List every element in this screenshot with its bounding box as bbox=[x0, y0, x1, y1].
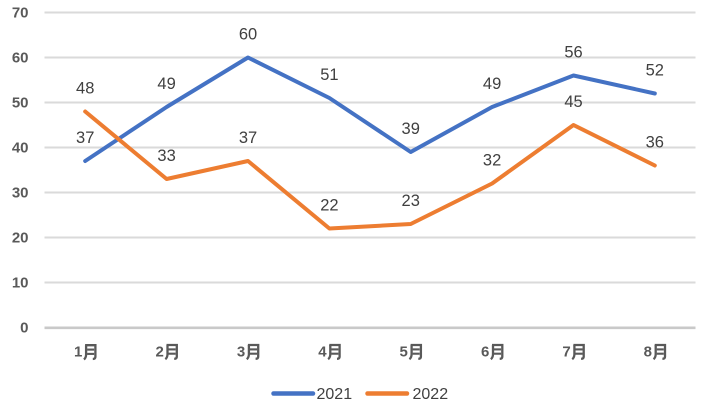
svg-text:33: 33 bbox=[157, 147, 175, 165]
svg-text:5: 5 bbox=[400, 344, 408, 361]
svg-text:56: 56 bbox=[564, 44, 582, 62]
svg-text:2021: 2021 bbox=[317, 386, 353, 403]
svg-text:1: 1 bbox=[74, 344, 82, 361]
svg-text:4: 4 bbox=[318, 344, 327, 361]
svg-text:49: 49 bbox=[157, 75, 175, 93]
svg-text:23: 23 bbox=[402, 192, 420, 210]
svg-text:40: 40 bbox=[12, 140, 29, 157]
svg-text:32: 32 bbox=[483, 152, 501, 170]
svg-text:22: 22 bbox=[320, 197, 338, 215]
svg-text:10: 10 bbox=[12, 275, 29, 292]
svg-text:30: 30 bbox=[12, 185, 29, 202]
svg-text:60: 60 bbox=[12, 50, 29, 67]
svg-text:8: 8 bbox=[644, 344, 652, 361]
svg-text:7: 7 bbox=[562, 344, 570, 361]
svg-text:52: 52 bbox=[646, 62, 664, 80]
svg-text:2022: 2022 bbox=[413, 386, 449, 403]
svg-text:36: 36 bbox=[646, 134, 664, 152]
svg-text:3: 3 bbox=[237, 344, 245, 361]
svg-text:2: 2 bbox=[155, 344, 163, 361]
svg-text:6: 6 bbox=[481, 344, 489, 361]
svg-text:49: 49 bbox=[483, 75, 501, 93]
svg-text:50: 50 bbox=[12, 95, 29, 112]
svg-text:60: 60 bbox=[239, 26, 257, 44]
svg-text:51: 51 bbox=[320, 66, 338, 84]
svg-text:20: 20 bbox=[12, 230, 29, 247]
svg-text:48: 48 bbox=[76, 80, 94, 98]
svg-text:39: 39 bbox=[402, 120, 420, 138]
svg-text:37: 37 bbox=[76, 129, 94, 147]
svg-text:70: 70 bbox=[12, 5, 29, 22]
svg-text:45: 45 bbox=[564, 93, 582, 111]
svg-text:37: 37 bbox=[239, 129, 257, 147]
svg-text:0: 0 bbox=[20, 320, 28, 337]
